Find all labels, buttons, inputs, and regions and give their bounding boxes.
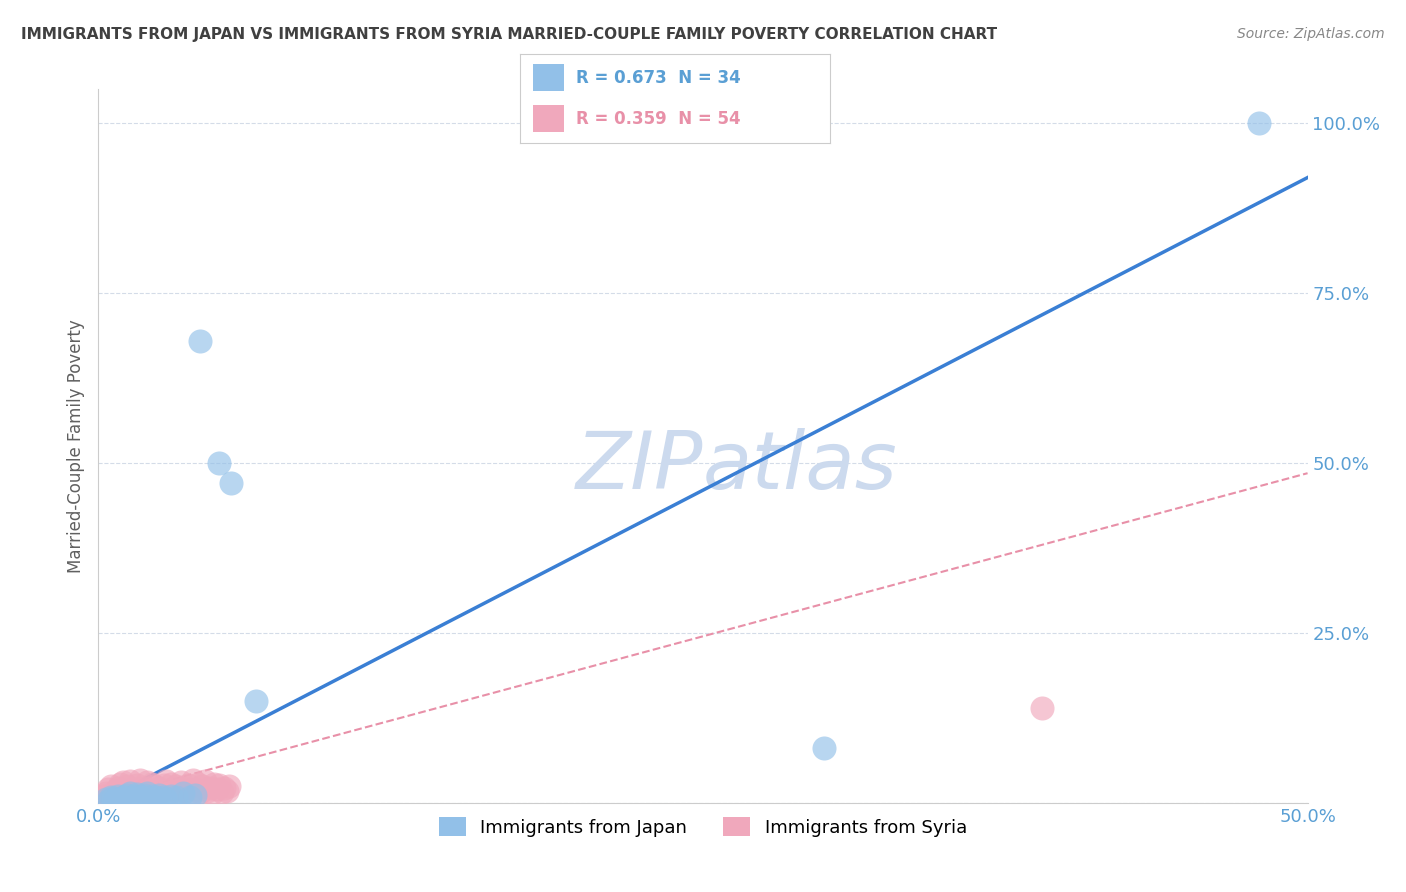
- Text: ZIP: ZIP: [575, 428, 703, 507]
- Point: [201, 786, 224, 800]
- Point: [124, 782, 146, 797]
- Point: [152, 778, 174, 792]
- Point: [94, 792, 117, 806]
- Point: [162, 782, 184, 797]
- Point: [152, 789, 174, 804]
- Point: [104, 783, 127, 797]
- Point: [188, 334, 211, 348]
- Point: [94, 786, 117, 800]
- Point: [205, 782, 228, 797]
- Point: [108, 791, 131, 805]
- Bar: [533, 105, 564, 132]
- Point: [114, 785, 136, 799]
- Point: [172, 786, 194, 800]
- Point: [131, 783, 153, 797]
- Point: [138, 785, 160, 799]
- Point: [101, 788, 124, 802]
- Point: [91, 789, 114, 803]
- Point: [128, 772, 150, 787]
- Point: [184, 789, 207, 803]
- Point: [813, 741, 835, 756]
- Point: [135, 775, 157, 789]
- Point: [134, 788, 156, 802]
- Point: [134, 780, 156, 795]
- Point: [128, 792, 150, 806]
- Point: [211, 785, 233, 799]
- Point: [150, 783, 173, 797]
- Point: [111, 789, 134, 804]
- Point: [160, 777, 183, 791]
- Point: [172, 780, 194, 795]
- Text: R = 0.673  N = 34: R = 0.673 N = 34: [576, 69, 741, 87]
- Point: [141, 777, 163, 791]
- Point: [191, 780, 214, 794]
- Point: [212, 780, 235, 795]
- Point: [198, 780, 221, 795]
- Point: [121, 791, 143, 805]
- Point: [188, 785, 211, 799]
- Point: [177, 778, 200, 792]
- Point: [104, 793, 127, 807]
- Point: [107, 780, 129, 795]
- Point: [167, 785, 190, 799]
- Point: [117, 788, 139, 802]
- Point: [101, 791, 124, 805]
- Point: [135, 786, 157, 800]
- Point: [121, 786, 143, 800]
- Point: [145, 788, 167, 802]
- Y-axis label: Married-Couple Family Poverty: Married-Couple Family Poverty: [66, 319, 84, 573]
- Point: [107, 789, 129, 803]
- Point: [131, 790, 153, 805]
- Point: [204, 777, 226, 791]
- Point: [108, 777, 131, 791]
- Point: [100, 790, 122, 805]
- Point: [127, 778, 149, 792]
- Point: [148, 788, 170, 802]
- Point: [118, 774, 141, 789]
- Point: [187, 777, 209, 791]
- Text: R = 0.359  N = 54: R = 0.359 N = 54: [576, 110, 741, 128]
- Point: [169, 775, 191, 789]
- Point: [165, 780, 187, 794]
- Point: [208, 456, 231, 470]
- Point: [194, 774, 217, 789]
- Point: [215, 783, 238, 797]
- Point: [124, 789, 146, 803]
- Point: [165, 790, 187, 805]
- Point: [160, 789, 183, 803]
- Point: [111, 775, 134, 789]
- Point: [184, 782, 207, 797]
- Text: Source: ZipAtlas.com: Source: ZipAtlas.com: [1237, 27, 1385, 41]
- Point: [127, 787, 149, 801]
- Point: [221, 476, 243, 491]
- Point: [208, 778, 231, 792]
- Point: [141, 789, 163, 803]
- Point: [179, 789, 201, 804]
- Point: [100, 779, 122, 793]
- Point: [174, 783, 197, 797]
- Point: [148, 780, 170, 795]
- Legend: Immigrants from Japan, Immigrants from Syria: Immigrants from Japan, Immigrants from S…: [432, 810, 974, 844]
- Point: [218, 780, 240, 794]
- Text: atlas: atlas: [703, 428, 898, 507]
- Text: IMMIGRANTS FROM JAPAN VS IMMIGRANTS FROM SYRIA MARRIED-COUPLE FAMILY POVERTY COR: IMMIGRANTS FROM JAPAN VS IMMIGRANTS FROM…: [21, 27, 997, 42]
- Point: [118, 786, 141, 800]
- Point: [114, 790, 136, 805]
- Point: [117, 780, 139, 794]
- Point: [179, 788, 201, 802]
- Point: [157, 786, 180, 800]
- Point: [97, 794, 120, 808]
- Point: [143, 780, 166, 794]
- Point: [1031, 700, 1053, 714]
- Point: [195, 783, 218, 797]
- Point: [245, 694, 267, 708]
- Point: [155, 791, 177, 805]
- Point: [145, 790, 167, 805]
- Point: [155, 774, 177, 789]
- Point: [181, 772, 204, 787]
- Point: [1249, 116, 1271, 130]
- Point: [97, 782, 120, 797]
- Bar: [533, 64, 564, 91]
